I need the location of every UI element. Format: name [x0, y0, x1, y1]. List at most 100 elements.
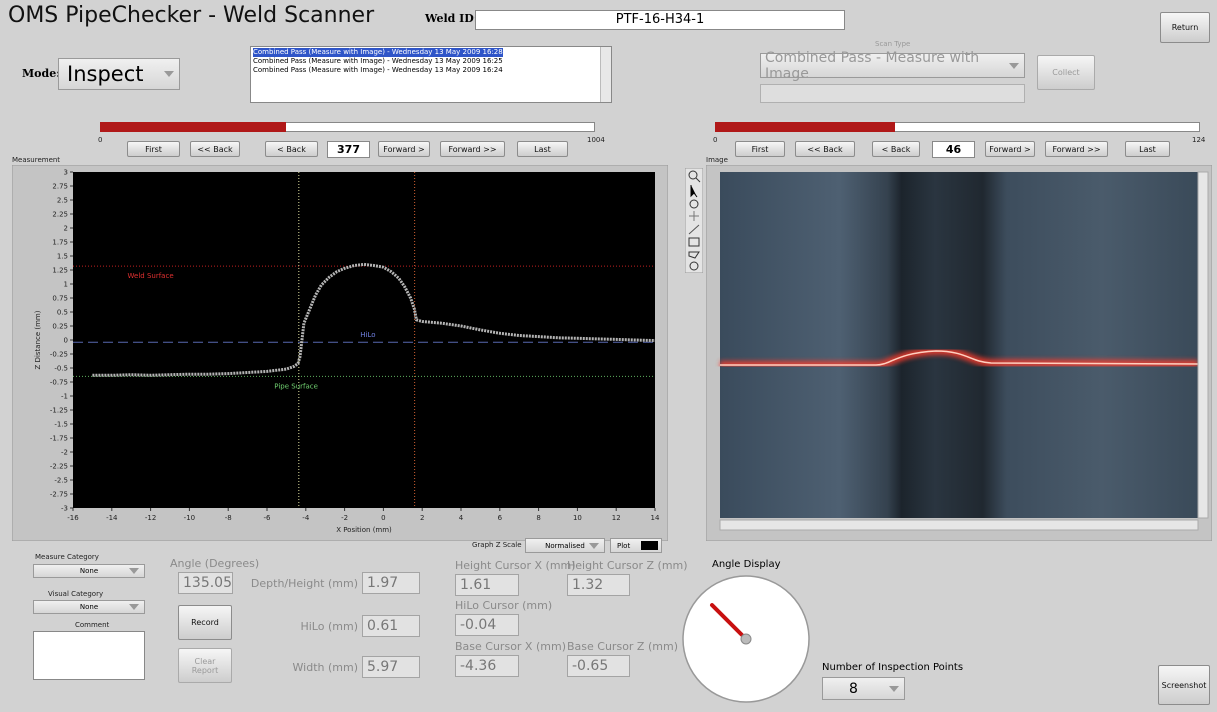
app-title: OMS PipeChecker - Weld Scanner: [8, 3, 374, 28]
weld-id-field[interactable]: PTF-16-H34-1: [475, 10, 845, 30]
x-tick-label: 12: [612, 514, 621, 522]
mode-dropdown[interactable]: Inspect: [58, 58, 180, 90]
screenshot-button[interactable]: Screenshot: [1158, 665, 1210, 705]
y-tick-label: -1.5: [54, 421, 68, 429]
nav-button[interactable]: Forward >: [378, 141, 430, 157]
width-value: 5.97: [362, 656, 420, 678]
nav-button[interactable]: Last: [1125, 141, 1170, 157]
scan-type-dropdown[interactable]: Combined Pass - Measure with Image: [760, 53, 1025, 78]
image-panel: [706, 165, 1212, 541]
height-cursor-x-label: Height Cursor X (mm): [455, 559, 576, 572]
scan-list[interactable]: Combined Pass (Measure with Image) - Wed…: [250, 46, 612, 103]
nav-index[interactable]: 377: [327, 141, 370, 158]
x-tick-label: 4: [459, 514, 464, 522]
angle-label: Angle (Degrees): [170, 557, 259, 570]
nav-button[interactable]: < Back: [872, 141, 920, 157]
return-button[interactable]: Return: [1160, 12, 1210, 43]
tool-palette: [685, 168, 703, 273]
measure-category-value: None: [80, 567, 98, 575]
y-tick-label: 0.75: [52, 295, 68, 303]
height-cursor-x-value[interactable]: 1.61: [455, 574, 519, 596]
weld-id-label: Weld ID:: [425, 12, 478, 25]
base-cursor-z-label: Base Cursor Z (mm): [567, 640, 678, 653]
scan-list-item[interactable]: Combined Pass (Measure with Image) - Wed…: [253, 66, 503, 75]
x-tick-label: -16: [67, 514, 79, 522]
nav-button[interactable]: Forward >>: [440, 141, 505, 157]
scrollbar[interactable]: [600, 47, 611, 102]
dropdown-arrow: [129, 604, 139, 610]
nav-button[interactable]: Forward >: [985, 141, 1035, 157]
comment-label: Comment: [75, 621, 109, 629]
x-tick-label: -14: [106, 514, 118, 522]
nav-button[interactable]: Forward >>: [1045, 141, 1108, 157]
y-tick-label: -0.75: [50, 379, 68, 387]
comment-box[interactable]: [33, 631, 145, 680]
y-tick-label: -1.25: [50, 407, 68, 415]
y-tick-label: 1.25: [52, 267, 68, 275]
weld-image: [720, 172, 1198, 518]
depth-value: 1.97: [362, 572, 420, 594]
dropdown-arrow: [589, 543, 599, 549]
inspection-points-label: Number of Inspection Points: [822, 662, 963, 673]
plot-label: Plot: [617, 542, 630, 550]
y-tick-label: -2: [61, 449, 68, 457]
inspection-points-dropdown[interactable]: 8: [822, 677, 905, 700]
x-tick-label: 2: [420, 514, 424, 522]
nav-button[interactable]: First: [127, 141, 180, 157]
hilo-label: HiLo (mm): [240, 620, 358, 633]
width-label: Width (mm): [240, 661, 358, 674]
collect-button[interactable]: Collect: [1037, 55, 1095, 90]
x-tick-label: 8: [536, 514, 540, 522]
slider-max-label: 1004: [587, 136, 605, 144]
angle-dial: [680, 572, 812, 706]
x-tick-label: 14: [651, 514, 660, 522]
y-tick-label: -2.25: [50, 463, 68, 471]
angle-display-label: Angle Display: [712, 559, 781, 570]
y-tick-label: -1.75: [50, 435, 68, 443]
hilo-cursor-label: HiLo Cursor (mm): [455, 599, 552, 612]
nav-index[interactable]: 46: [932, 141, 975, 158]
dial-hub: [741, 634, 751, 644]
h-scrollbar[interactable]: [720, 520, 1198, 530]
hilo-cursor-value[interactable]: -0.04: [455, 614, 519, 636]
chart-annotation: HiLo: [360, 331, 375, 339]
v-scrollbar[interactable]: [1198, 172, 1208, 518]
base-cursor-z-value[interactable]: -0.65: [567, 655, 630, 677]
scan-list-item[interactable]: Combined Pass (Measure with Image) - Wed…: [253, 48, 503, 57]
mode-label: Mode:: [22, 67, 60, 80]
z-scale-dropdown[interactable]: Normalised: [525, 538, 605, 553]
x-tick-label: -10: [184, 514, 195, 522]
y-tick-label: 1.5: [57, 253, 68, 261]
slider-min-label: 0: [713, 136, 717, 144]
y-tick-label: 3: [64, 169, 68, 177]
slider-min-label: 0: [98, 136, 102, 144]
y-tick-label: -2.5: [54, 477, 68, 485]
height-cursor-z-label: Height Cursor Z (mm): [567, 559, 688, 572]
app-window: OMS PipeChecker - Weld Scanner Weld ID: …: [0, 0, 1217, 712]
record-button[interactable]: Record: [178, 605, 232, 640]
visual-category-dropdown[interactable]: None: [33, 600, 145, 614]
visual-category-label: Visual Category: [48, 590, 103, 598]
hilo-value: 0.61: [362, 615, 420, 637]
measure-category-dropdown[interactable]: None: [33, 564, 145, 578]
nav-button[interactable]: Last: [517, 141, 568, 157]
clear-report-button[interactable]: Clear Report: [178, 648, 232, 683]
y-tick-label: -1: [61, 393, 68, 401]
x-axis-label: X Position (mm): [336, 526, 392, 534]
nav-button[interactable]: << Back: [190, 141, 240, 157]
scan-type-label: Scan Type: [875, 40, 910, 48]
y-axis-label: Z Distance (mm): [34, 310, 42, 369]
y-tick-label: 2.75: [52, 183, 68, 191]
nav-button[interactable]: << Back: [795, 141, 855, 157]
chart-annotation: Pipe Surface: [274, 382, 318, 390]
plot-legend[interactable]: Plot: [610, 538, 662, 553]
height-cursor-z-value[interactable]: 1.32: [567, 574, 630, 596]
base-cursor-x-value[interactable]: -4.36: [455, 655, 519, 677]
nav-button[interactable]: < Back: [265, 141, 318, 157]
y-tick-label: 1: [64, 281, 68, 289]
y-tick-label: 2.25: [52, 211, 68, 219]
measurement-chart: -3-2.75-2.5-2.25-2-1.75-1.5-1.25-1-0.75-…: [12, 165, 668, 541]
scan-list-item[interactable]: Combined Pass (Measure with Image) - Wed…: [253, 57, 503, 66]
nav-button[interactable]: First: [735, 141, 785, 157]
depth-label: Depth/Height (mm): [240, 577, 358, 590]
